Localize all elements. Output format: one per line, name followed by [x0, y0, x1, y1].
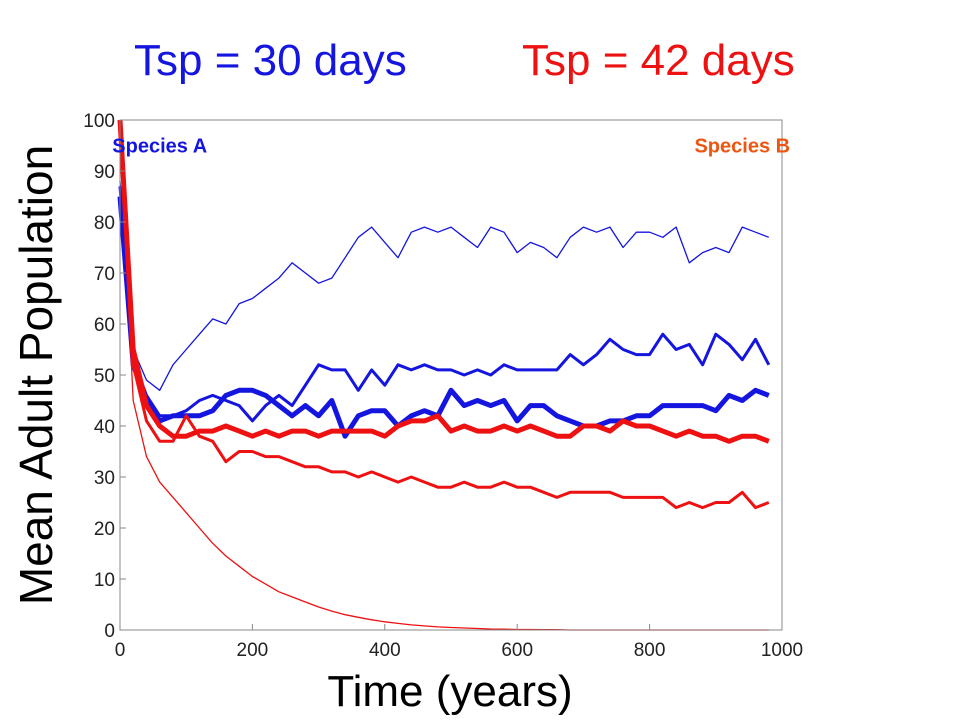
x-tick-label: 400 [369, 640, 401, 661]
species-label-2: Species B [694, 136, 790, 158]
y-tick-label: 30 [94, 468, 115, 489]
y-tick-label: 60 [94, 315, 115, 336]
y-tick-label: 20 [94, 519, 115, 540]
y-axis-label: Mean Adult Population [10, 145, 62, 605]
x-axis-label: Time (years) [327, 667, 572, 716]
x-tick-label: 600 [501, 640, 533, 661]
species-label-1: Species A [112, 136, 207, 158]
series-line-4 [117, 119, 770, 444]
y-tick-label: 0 [104, 621, 115, 642]
heading-tsp-42: Tsp = 42 days [522, 36, 795, 85]
y-tick-label: 70 [94, 264, 115, 285]
series-line-2 [118, 186, 771, 423]
x-tick-label: 800 [634, 640, 666, 661]
series-layer [117, 119, 771, 631]
series-line-5 [118, 130, 770, 510]
series-line-3 [117, 196, 770, 439]
y-tick-label: 10 [94, 570, 115, 591]
y-tick-label: 50 [94, 366, 115, 387]
heading-tsp-30: Tsp = 30 days [134, 36, 407, 85]
plot-frame [119, 119, 783, 631]
y-tick-label: 40 [94, 417, 115, 438]
series-line-6 [119, 130, 769, 631]
series-line-1 [119, 181, 770, 391]
annotation-layer: Species A Species B [112, 136, 790, 158]
y-tick-label: 90 [94, 162, 115, 183]
y-tick-label: 100 [83, 111, 115, 132]
x-tick-label: 0 [115, 640, 126, 661]
x-tick-label: 200 [237, 640, 269, 661]
y-tick-label: 80 [94, 213, 115, 234]
x-tick-label: 1000 [761, 640, 803, 661]
